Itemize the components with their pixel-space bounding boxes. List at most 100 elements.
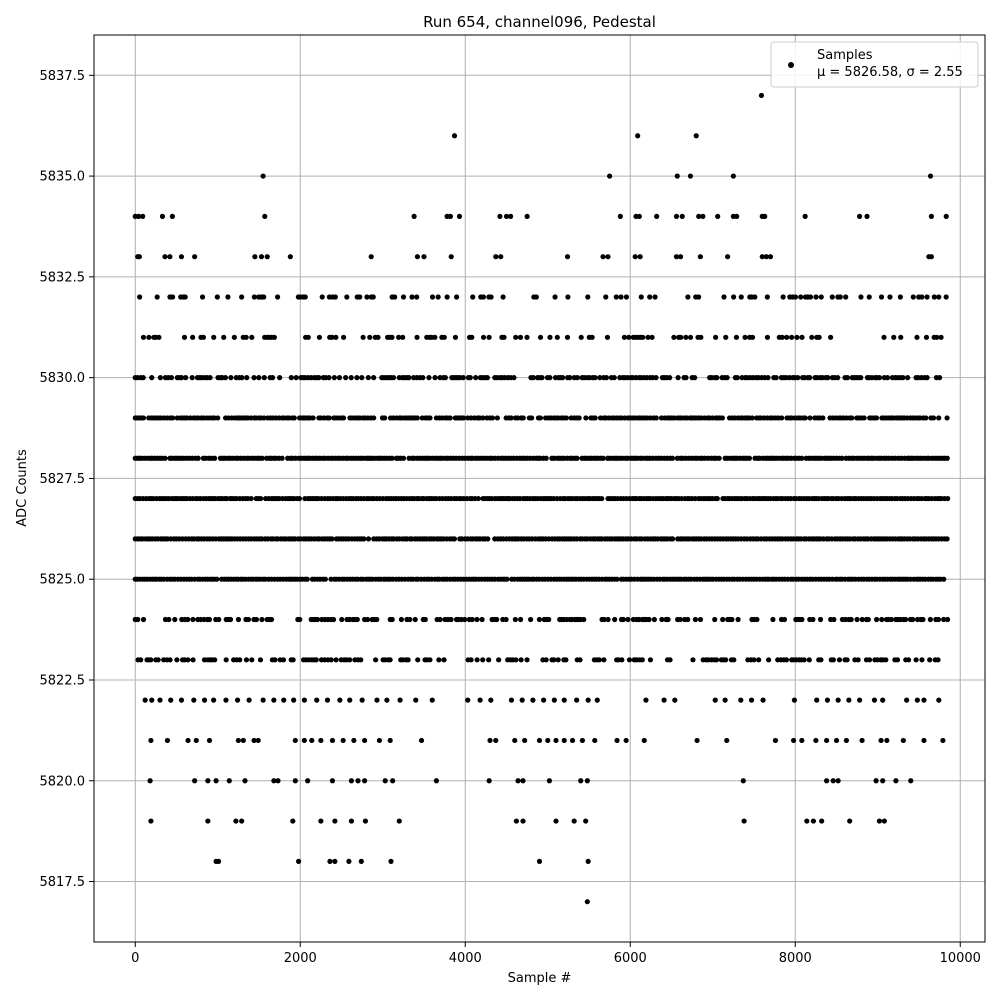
y-tick-label: 5817.5 xyxy=(40,875,86,890)
data-point xyxy=(692,616,699,623)
data-point xyxy=(488,294,494,300)
data-point xyxy=(347,697,353,703)
data-point xyxy=(799,455,805,461)
data-point xyxy=(400,294,407,300)
data-point xyxy=(783,657,790,663)
data-point xyxy=(387,657,393,663)
data-point xyxy=(361,536,367,542)
data-point xyxy=(248,495,254,502)
data-point xyxy=(292,737,298,744)
data-point xyxy=(275,778,281,784)
data-point xyxy=(641,737,647,744)
data-point xyxy=(577,657,583,663)
data-point xyxy=(665,616,671,623)
data-point xyxy=(374,697,380,703)
data-point xyxy=(818,294,824,300)
data-point xyxy=(479,616,485,623)
data-point xyxy=(442,375,448,381)
data-point xyxy=(861,415,867,421)
data-point xyxy=(268,616,275,623)
data-point xyxy=(799,616,805,623)
data-point xyxy=(451,133,458,139)
legend-stats-label: μ = 5826.58, σ = 2.55 xyxy=(817,65,963,80)
legend-marker xyxy=(788,62,794,68)
data-point xyxy=(277,375,283,381)
data-point xyxy=(848,616,854,623)
data-point xyxy=(524,213,530,219)
data-point xyxy=(239,294,245,300)
data-point xyxy=(302,294,308,300)
data-point xyxy=(546,778,553,784)
data-point xyxy=(242,778,248,784)
data-point xyxy=(398,616,405,623)
data-point xyxy=(297,616,303,623)
data-point xyxy=(924,375,930,381)
data-point xyxy=(813,294,819,300)
data-point xyxy=(290,818,296,824)
data-point xyxy=(734,375,740,381)
data-point xyxy=(607,173,613,179)
data-point xyxy=(623,737,629,744)
data-point xyxy=(522,737,528,744)
data-point xyxy=(721,294,727,300)
data-point xyxy=(597,375,603,381)
data-point xyxy=(182,294,188,300)
data-point xyxy=(485,536,491,542)
data-point xyxy=(543,455,549,461)
data-point xyxy=(519,697,525,703)
data-point xyxy=(290,657,296,663)
data-point xyxy=(291,697,297,703)
legend: Samples μ = 5826.58, σ = 2.55 xyxy=(770,41,979,88)
data-point xyxy=(945,495,951,502)
data-point xyxy=(181,334,188,340)
data-point xyxy=(673,213,680,219)
data-point xyxy=(784,334,790,340)
data-point xyxy=(183,375,189,381)
x-tick-label: 0 xyxy=(131,951,139,966)
data-point xyxy=(362,818,369,824)
data-point xyxy=(673,254,680,260)
data-point xyxy=(221,334,227,340)
data-point xyxy=(164,737,171,744)
data-point xyxy=(367,334,373,340)
data-point xyxy=(400,455,407,461)
data-point xyxy=(513,334,519,340)
data-point xyxy=(659,616,665,623)
data-point xyxy=(798,294,804,300)
data-point xyxy=(763,254,769,260)
data-point xyxy=(441,334,447,340)
data-point xyxy=(468,657,474,663)
data-point xyxy=(596,657,602,663)
data-point xyxy=(371,415,377,421)
data-point xyxy=(271,697,277,703)
data-point xyxy=(687,173,694,179)
data-point xyxy=(567,375,573,381)
data-point xyxy=(354,616,360,623)
data-point xyxy=(185,657,191,663)
data-point xyxy=(259,616,265,623)
data-point xyxy=(792,294,799,300)
data-point xyxy=(760,697,766,703)
data-point xyxy=(333,657,339,663)
data-point xyxy=(480,415,486,421)
x-tick-label: 2000 xyxy=(284,951,317,966)
data-point xyxy=(621,334,627,340)
data-point xyxy=(486,657,492,663)
data-point xyxy=(940,737,946,744)
data-point xyxy=(140,375,146,381)
data-point xyxy=(291,415,297,421)
data-point xyxy=(920,616,926,623)
data-point xyxy=(189,375,195,381)
data-point xyxy=(185,737,191,744)
data-point xyxy=(574,455,580,461)
data-point xyxy=(585,294,591,300)
data-point xyxy=(647,294,653,300)
data-point xyxy=(436,657,442,663)
data-point xyxy=(563,657,569,663)
data-point xyxy=(807,375,813,381)
data-point xyxy=(314,616,321,623)
data-point xyxy=(765,375,771,381)
data-point xyxy=(584,899,590,905)
data-point xyxy=(574,375,581,381)
data-point xyxy=(675,375,681,381)
